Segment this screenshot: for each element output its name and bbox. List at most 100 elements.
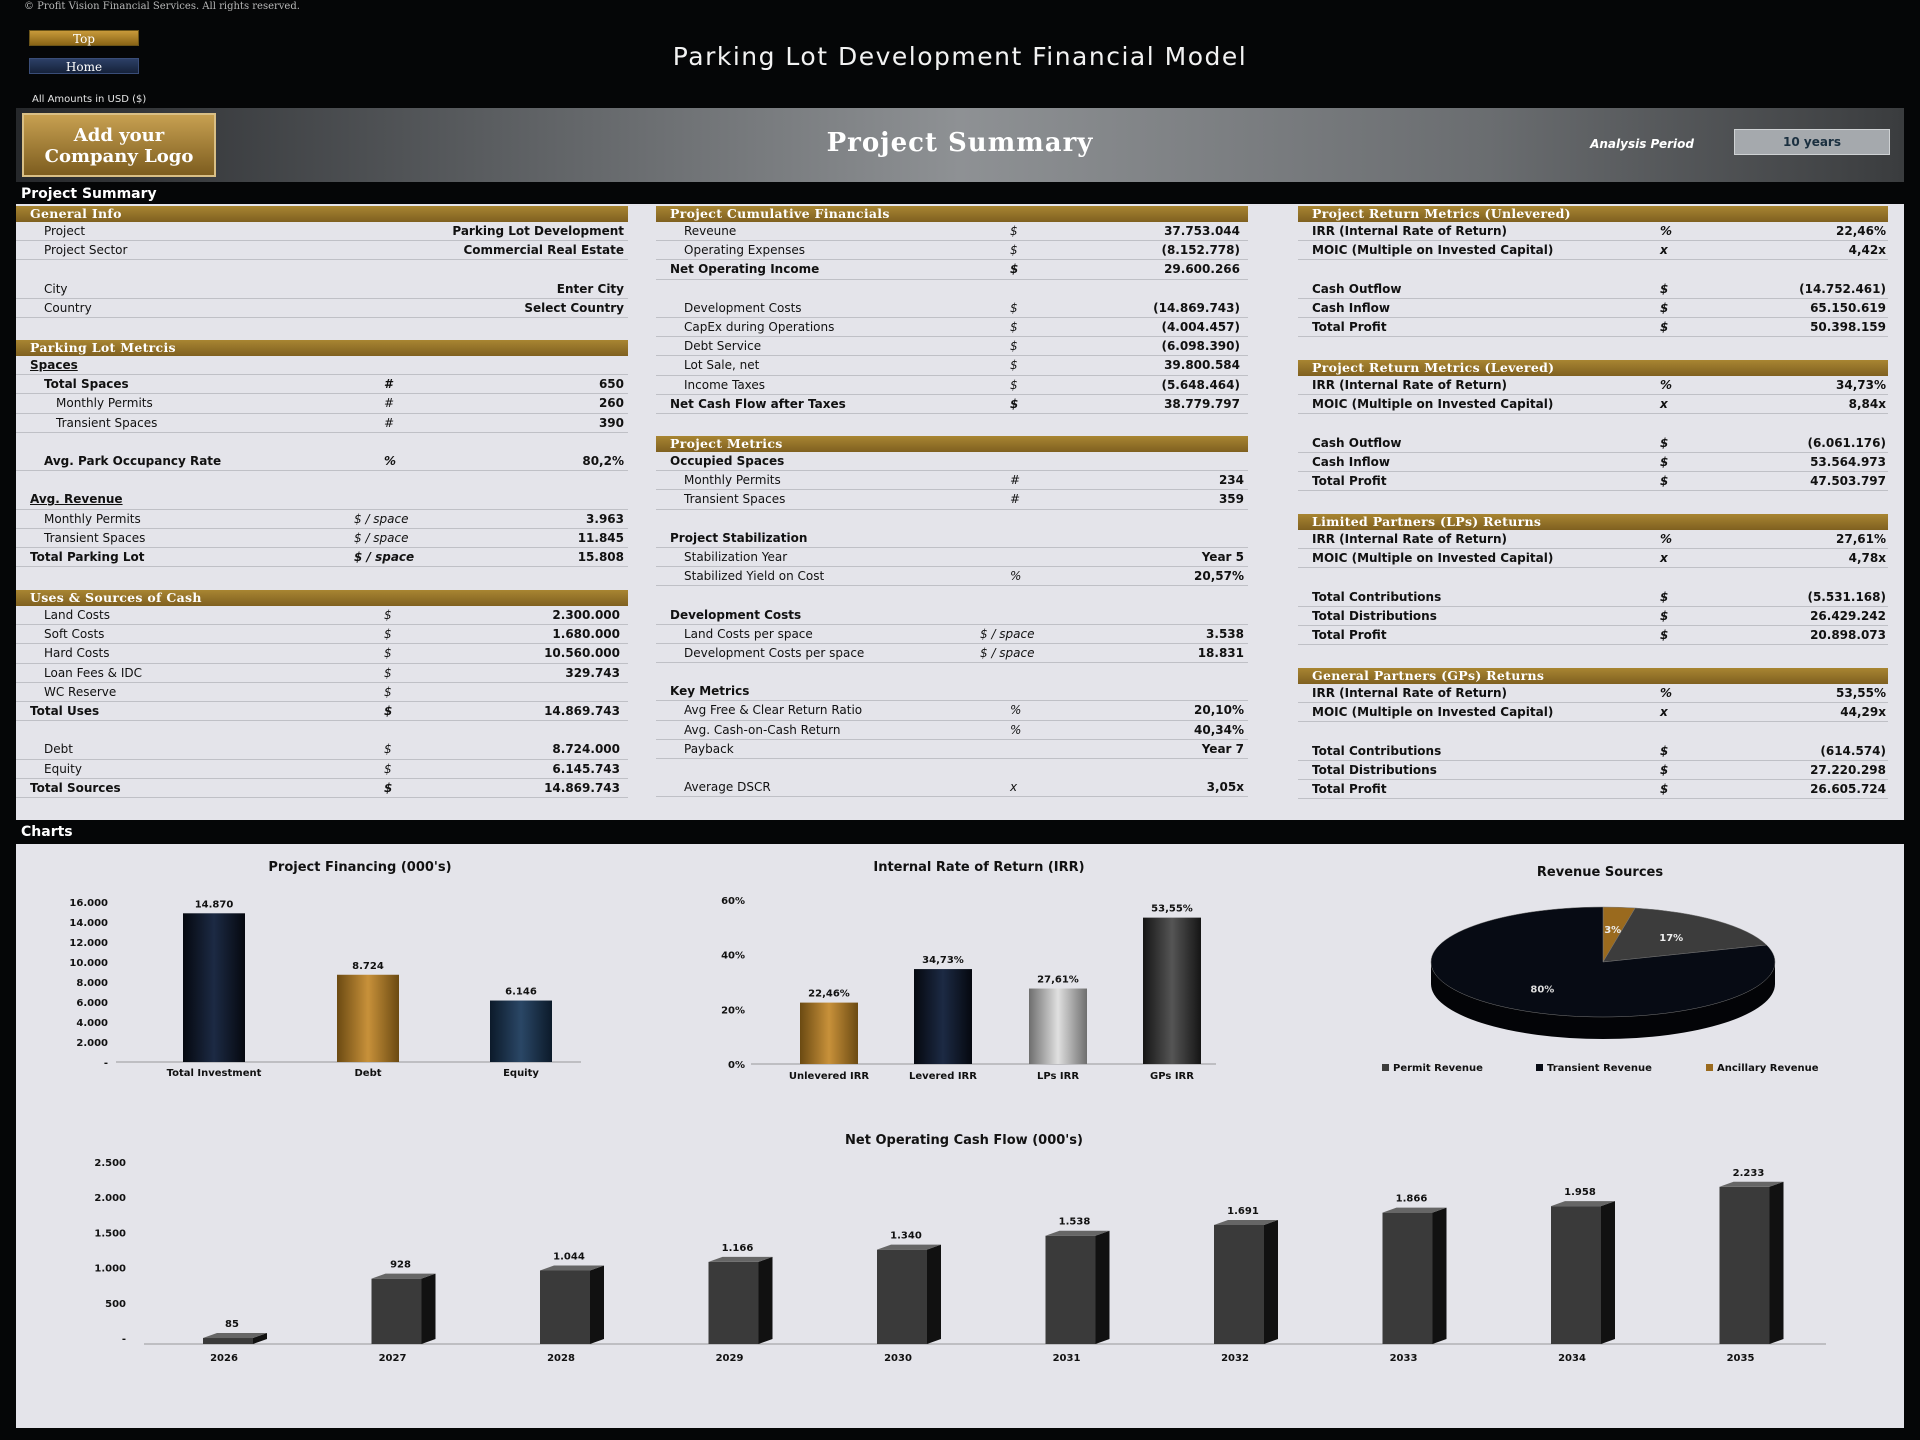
cashflow-bar-top — [203, 1333, 267, 1339]
metric-row: Total Distributions $27.220.298 — [1298, 761, 1888, 780]
bar-value-label: 85 — [225, 1319, 239, 1330]
bar-value-label: 1.866 — [1396, 1194, 1428, 1205]
metric-value: 65.150.619 — [1810, 300, 1886, 315]
cashflow-bar — [708, 1261, 759, 1344]
metric-unit: $ — [1660, 300, 1669, 315]
logo-line-1: Add your — [73, 125, 165, 146]
metric-value: 22,46% — [1836, 224, 1886, 238]
bar-value-label: 1.958 — [1564, 1187, 1596, 1198]
metric-unit: x — [1660, 243, 1668, 258]
metric-label: Key Metrics — [670, 684, 750, 699]
metric-unit: $ — [1010, 243, 1018, 258]
legend-label: Permit Revenue — [1393, 1063, 1483, 1074]
metric-label: Reveune — [684, 224, 737, 238]
metric-unit: # — [384, 396, 395, 411]
metric-value: Year 7 — [1201, 741, 1244, 756]
metric-row: Average DSCR x 3,05x — [656, 778, 1248, 798]
metric-label: Total Spaces — [44, 377, 129, 392]
cashflow-bar-top — [1045, 1230, 1110, 1236]
chart-title-cashflow: Net Operating Cash Flow (000's) — [845, 1133, 1083, 1148]
x-category-label: 2027 — [379, 1353, 407, 1364]
metric-label: Debt — [44, 742, 73, 757]
metric-unit: $ — [1660, 589, 1669, 604]
metric-row: Spaces — [16, 356, 628, 376]
metric-label: IRR (Internal Rate of Return) — [1312, 378, 1507, 392]
metric-row: Avg. Park Occupancy Rate% 80,2% — [16, 452, 628, 472]
y-tick-label: 0% — [728, 1060, 745, 1071]
metric-row: Reveune $37.753.044 — [656, 222, 1248, 242]
metric-unit: % — [1660, 224, 1673, 238]
metric-label: MOIC (Multiple on Invested Capital) — [1312, 551, 1554, 566]
chart-title-irr: Internal Rate of Return (IRR) — [873, 860, 1084, 875]
metric-value: 47.503.797 — [1810, 473, 1886, 488]
metric-label: Occupied Spaces — [670, 454, 785, 468]
metric-row: IRR (Internal Rate of Return)% 27,61% — [1298, 530, 1888, 550]
chart-title-revenue: Revenue Sources — [1537, 865, 1663, 880]
metric-unit: $ / space — [354, 549, 415, 564]
metric-row: Payback Year 7 — [656, 740, 1248, 759]
metric-row: IRR (Internal Rate of Return)% 53,55% — [1298, 684, 1888, 704]
metric-unit: x — [1660, 551, 1668, 566]
cashflow-bar-side — [253, 1333, 267, 1344]
panel-title: Limited Partners (LPs) Returns — [1298, 514, 1888, 530]
metric-row: Debt $8.724.000 — [16, 740, 628, 760]
metric-value: (5.531.168) — [1807, 589, 1886, 604]
bar-value-label: 1.538 — [1059, 1217, 1091, 1228]
irr-bar — [914, 969, 972, 1064]
metric-label: IRR (Internal Rate of Return) — [1312, 532, 1507, 546]
metric-row: Transient Spaces #359 — [656, 490, 1248, 510]
y-tick-label: 8.000 — [76, 978, 108, 989]
metric-value: 14.869.743 — [544, 703, 620, 718]
bar-value-label: 34,73% — [922, 955, 964, 966]
x-category-label: 2033 — [1390, 1353, 1418, 1364]
metric-row: Total Profit $26.605.724 — [1298, 780, 1888, 800]
cashflow-bar-top — [877, 1244, 941, 1250]
metric-unit: $ — [1660, 627, 1669, 642]
cashflow-bar — [877, 1249, 927, 1344]
metric-label: Stabilization Year — [684, 549, 788, 564]
x-category-label: 2032 — [1221, 1353, 1249, 1364]
metric-row: Avg. Revenue — [16, 490, 628, 510]
y-tick-label: 40% — [721, 951, 745, 962]
cashflow-bar-top — [1719, 1181, 1784, 1187]
metric-label: Stabilized Yield on Cost — [684, 569, 825, 584]
metric-unit: $ / space — [354, 511, 409, 526]
metric-row: Country Select Country — [16, 299, 628, 318]
metric-unit: $ — [1660, 473, 1669, 488]
metric-unit: $ — [1660, 762, 1669, 777]
metric-value: 26.429.242 — [1810, 608, 1886, 623]
cashflow-bar-side — [1601, 1201, 1615, 1344]
metric-row — [656, 586, 1248, 605]
metric-value: (14.752.461) — [1799, 281, 1886, 296]
metric-row: Cash Outflow $ (6.061.176) — [1298, 434, 1888, 453]
metric-unit: $ — [384, 780, 393, 795]
metric-value: 53.564.973 — [1810, 454, 1886, 469]
metric-value: (5.648.464) — [1161, 377, 1240, 392]
panel-title: Project Metrics — [656, 436, 1248, 452]
metric-value: (8.152.778) — [1161, 243, 1240, 258]
metric-label: Land Costs — [44, 608, 111, 622]
analysis-period-value[interactable]: 10 years — [1734, 129, 1890, 155]
y-tick-label: 500 — [105, 1299, 126, 1310]
panel-title: Parking Lot Metrcis — [16, 340, 628, 356]
metric-label: Total Distributions — [1312, 762, 1437, 777]
home-button[interactable]: Home — [29, 58, 139, 74]
x-category-label: LPs IRR — [1037, 1071, 1079, 1082]
company-logo-placeholder[interactable]: Add your Company Logo — [22, 113, 216, 177]
bar-value-label: 22,46% — [808, 989, 850, 1000]
bar-value-label: 1.691 — [1227, 1206, 1259, 1217]
metric-unit: $ — [1660, 281, 1669, 296]
pie-slice — [1602, 907, 1768, 963]
metric-value: 29.600.266 — [1164, 262, 1240, 277]
x-category-label: 2026 — [210, 1353, 238, 1364]
x-category-label: 2034 — [1558, 1353, 1586, 1364]
x-category-label: Debt — [354, 1068, 381, 1079]
panel-general-info: General Info Project Parking Lot Developme… — [16, 206, 628, 318]
metric-label: Cash Inflow — [1312, 454, 1390, 469]
metric-label: Monthly Permits — [684, 473, 781, 488]
y-tick-label: 16.000 — [69, 898, 108, 909]
top-button[interactable]: Top — [29, 30, 139, 46]
y-tick-label: 60% — [721, 896, 745, 907]
irr-bar — [800, 1002, 858, 1064]
panel-title: Project Return Metrics (Levered) — [1298, 360, 1888, 376]
